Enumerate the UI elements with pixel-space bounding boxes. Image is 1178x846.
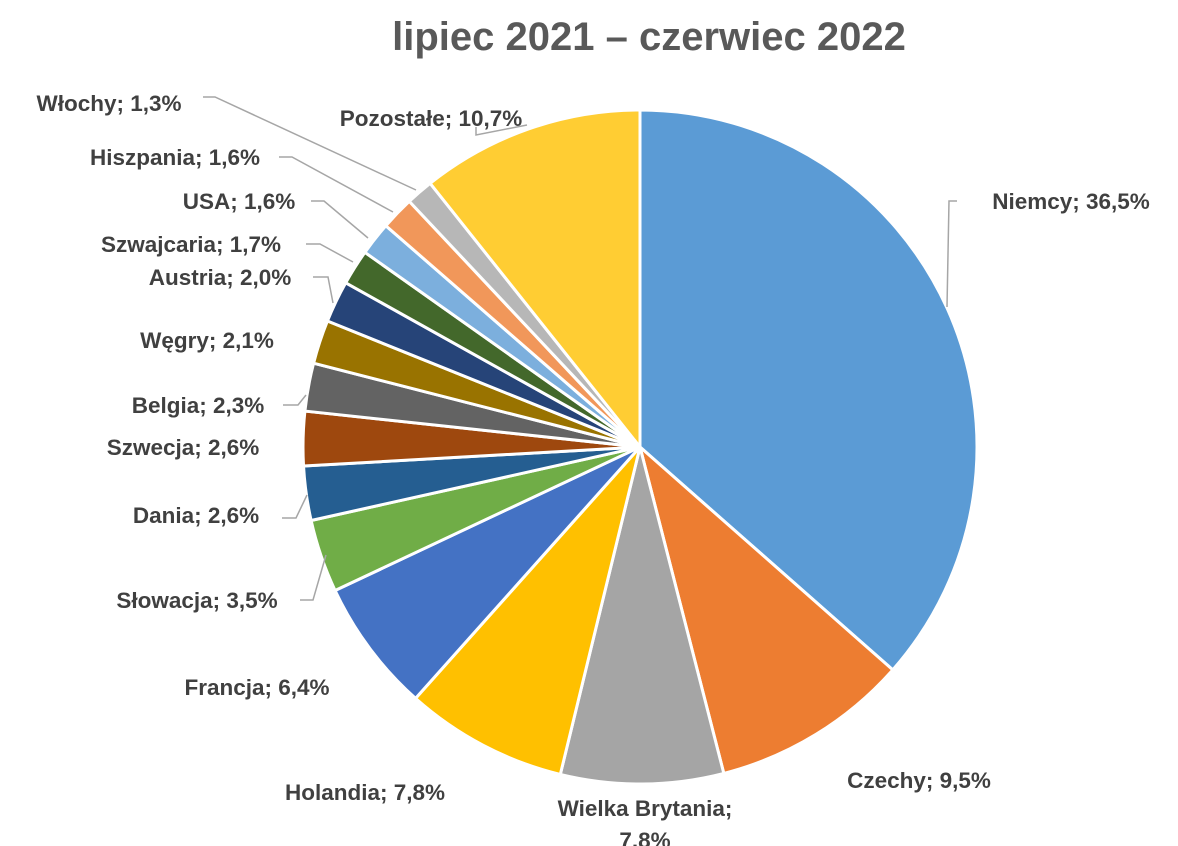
data-label-węgry: Węgry; 2,1%: [140, 328, 274, 353]
data-label-wielka-brytania: Wielka Brytania; 7,8%: [558, 796, 733, 846]
leader-line: [283, 394, 307, 406]
leader-line: [300, 554, 327, 601]
data-label-francja: Francja; 6,4%: [184, 675, 329, 700]
pie-slice-wielka-brytania: [558, 445, 726, 786]
pie-slice-pozostałe: [428, 108, 642, 449]
leader-line: [282, 494, 308, 519]
pie-slice-holandia: [414, 445, 642, 776]
data-label-belgia: Belgia; 2,3%: [132, 393, 265, 418]
data-label-usa: USA; 1,6%: [183, 189, 296, 214]
leader-line: [279, 156, 394, 213]
leader-lines: [203, 96, 957, 601]
chart-title: lipiec 2021 – czerwiec 2022: [392, 15, 906, 59]
data-label-pozostałe: Pozostałe; 10,7%: [340, 106, 523, 131]
data-label-hiszpania: Hiszpania; 1,6%: [90, 145, 260, 170]
pie-slices: [301, 108, 979, 786]
data-label-austria: Austria; 2,0%: [149, 265, 292, 290]
leader-line: [203, 96, 417, 191]
data-labels: Niemcy; 36,5% Czechy; 9,5% Wielka Brytania…: [36, 91, 1149, 846]
data-label-dania: Dania; 2,6%: [133, 503, 259, 528]
leader-line: [306, 243, 354, 263]
data-label-szwecja: Szwecja; 2,6%: [107, 435, 260, 460]
pie-slice-francja: [333, 445, 642, 700]
pie-slice-niemcy: [638, 108, 979, 672]
leader-line: [311, 200, 369, 239]
data-label-słowacja: Słowacja; 3,5%: [116, 588, 277, 613]
data-label-szwajcaria: Szwajcaria; 1,7%: [101, 232, 281, 257]
data-label-włochy: Włochy; 1,3%: [36, 91, 181, 116]
data-label-czechy: Czechy; 9,5%: [847, 768, 991, 793]
data-label-niemcy: Niemcy; 36,5%: [992, 189, 1150, 214]
leader-line: [313, 276, 334, 304]
data-label-holandia: Holandia; 7,8%: [285, 780, 445, 805]
leader-line: [946, 200, 957, 308]
leader-line: [475, 124, 528, 136]
